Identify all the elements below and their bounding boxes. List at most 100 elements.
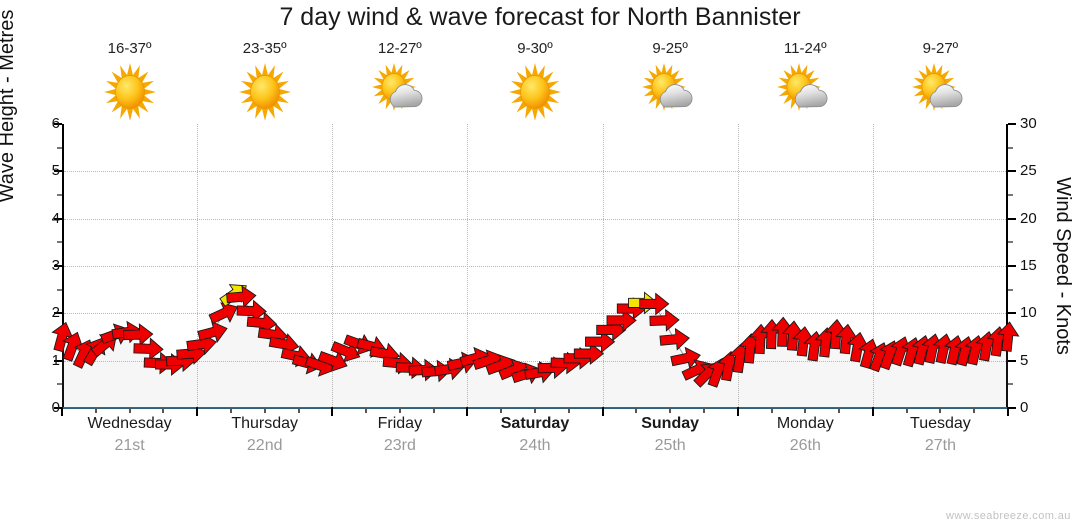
y-axis-minor-tick	[57, 146, 62, 149]
y-axis-left-tick-label: 5	[51, 162, 60, 180]
y-axis-right-tick-label: 5	[1020, 351, 1029, 369]
y-axis-tick	[54, 123, 62, 125]
y-axis-right-tick-label: 30	[1020, 115, 1037, 132]
wind-arrow	[824, 318, 848, 350]
x-axis-hour-tick	[567, 407, 570, 413]
x-axis-hour-tick	[229, 407, 232, 413]
y-axis-minor-tick	[1008, 146, 1013, 149]
y-axis-tick	[54, 170, 62, 173]
y-axis-tick	[1008, 217, 1016, 220]
gridline-horizontal	[64, 171, 1006, 173]
gridline-day-boundary	[872, 124, 874, 407]
x-axis-hour-tick	[128, 407, 131, 413]
y-axis-left-tick-label: 4	[51, 209, 60, 227]
wind-arrow	[996, 321, 1020, 352]
plot-area: www.seabreeze.com.au	[51, 123, 1070, 522]
temperature-range-label: 16-37º	[107, 40, 152, 57]
y-axis-tick	[54, 265, 62, 267]
x-axis-day-tick	[61, 407, 63, 416]
gridline-horizontal	[64, 266, 1006, 267]
temperature-range-label: 23-35º	[242, 40, 287, 57]
x-axis-hour-tick	[905, 407, 908, 413]
x-axis-hour-tick	[702, 407, 705, 413]
y-axis-minor-tick	[57, 194, 62, 196]
wind-arrow	[236, 299, 267, 323]
y-axis-tick	[54, 217, 62, 220]
day-column-footer: Sunday 25th	[603, 412, 738, 470]
y-axis-tick	[1008, 312, 1016, 315]
sunny-icon	[505, 62, 565, 120]
y-axis-tick	[1008, 170, 1016, 173]
x-axis-day-tick	[331, 407, 334, 416]
day-column-header: 9-25º	[603, 38, 738, 124]
y-axis-left-title-wrap: Wave Height - Metres	[0, 10, 32, 408]
y-axis-left-tick-label: 1	[51, 351, 60, 369]
wind-arrow	[649, 308, 680, 332]
y-axis-left-title: Wave Height - Metres	[0, 9, 18, 203]
x-axis-hour-tick	[94, 407, 97, 413]
x-axis-hour-tick	[804, 407, 807, 413]
day-name-label: Saturday	[500, 415, 570, 432]
gridline-day-boundary	[197, 124, 199, 407]
day-header-strip: 16-37º 23-35º 12-27º	[62, 38, 1008, 124]
partly-cloudy-icon	[370, 62, 430, 120]
wind-arrow	[771, 316, 795, 347]
day-column-header: 23-35º	[197, 38, 332, 124]
wind-arrow	[659, 327, 690, 351]
day-name-label: Friday	[377, 415, 423, 432]
wind-arrow	[573, 342, 605, 366]
wind-arrow	[846, 331, 870, 363]
y-axis-tick	[1008, 407, 1016, 409]
wind-arrow	[246, 311, 278, 335]
gridline-horizontal	[64, 360, 1006, 362]
y-axis-left-tick-label: 0	[51, 399, 60, 416]
day-column-header: 11-24º	[738, 38, 873, 124]
day-column-header: 12-27º	[332, 38, 467, 124]
wind-arrow	[208, 302, 238, 324]
day-name-label: Monday	[776, 415, 834, 432]
y-axis-right-line	[1006, 124, 1008, 408]
day-date-label: 21st	[114, 437, 145, 454]
wind-arrow	[123, 323, 154, 346]
y-axis-right-tick-label: 15	[1020, 257, 1037, 274]
gridline-horizontal	[64, 313, 1006, 315]
wind-arrow	[858, 338, 881, 369]
wind-arrow	[133, 337, 164, 361]
x-axis-hour-tick	[635, 407, 638, 413]
wind-arrow	[606, 308, 637, 332]
y-axis-minor-tick	[1008, 288, 1013, 291]
x-axis-hour-tick	[398, 407, 401, 413]
y-axis-right-title: Wind Speed - Knots	[1052, 177, 1074, 355]
wind-arrow	[792, 326, 815, 357]
x-axis-hour-tick	[432, 407, 435, 413]
day-column-footer: Saturday 24th	[467, 412, 602, 470]
temperature-range-label: 11-24º	[783, 40, 827, 57]
wind-arrow	[317, 350, 348, 372]
y-axis-tick	[1008, 123, 1016, 125]
wind-arrow	[835, 323, 858, 355]
day-column-footer: Monday 26th	[738, 412, 873, 470]
y-axis-minor-tick	[57, 288, 62, 291]
y-axis-tick	[54, 359, 62, 362]
day-name-label: Thursday	[231, 415, 299, 432]
temperature-range-label: 12-27º	[377, 40, 422, 57]
day-column-header: 9-27º	[873, 38, 1008, 124]
day-date-label: 26th	[789, 437, 821, 454]
watermark: www.seabreeze.com.au	[946, 510, 1071, 522]
y-axis-minor-tick	[57, 383, 62, 386]
y-axis-left-tick-label: 6	[51, 115, 60, 132]
temperature-range-label: 9-25º	[652, 40, 688, 57]
wind-arrow	[781, 320, 805, 351]
day-column-footer: Thursday 22nd	[197, 412, 332, 470]
y-axis-tick	[1008, 359, 1016, 362]
x-axis-day-tick	[871, 407, 874, 416]
day-name-label: Sunday	[641, 415, 700, 432]
day-column-header: 16-37º	[62, 38, 197, 124]
gridline-day-boundary	[737, 124, 739, 407]
y-axis-left-tick-label: 3	[51, 257, 60, 274]
day-name-label: Wednesday	[87, 415, 172, 432]
x-axis-hour-tick	[263, 407, 266, 413]
gridline-day-boundary	[467, 124, 469, 407]
partly-cloudy-icon	[775, 62, 835, 120]
y-axis-right-tick-label: 10	[1020, 304, 1037, 322]
